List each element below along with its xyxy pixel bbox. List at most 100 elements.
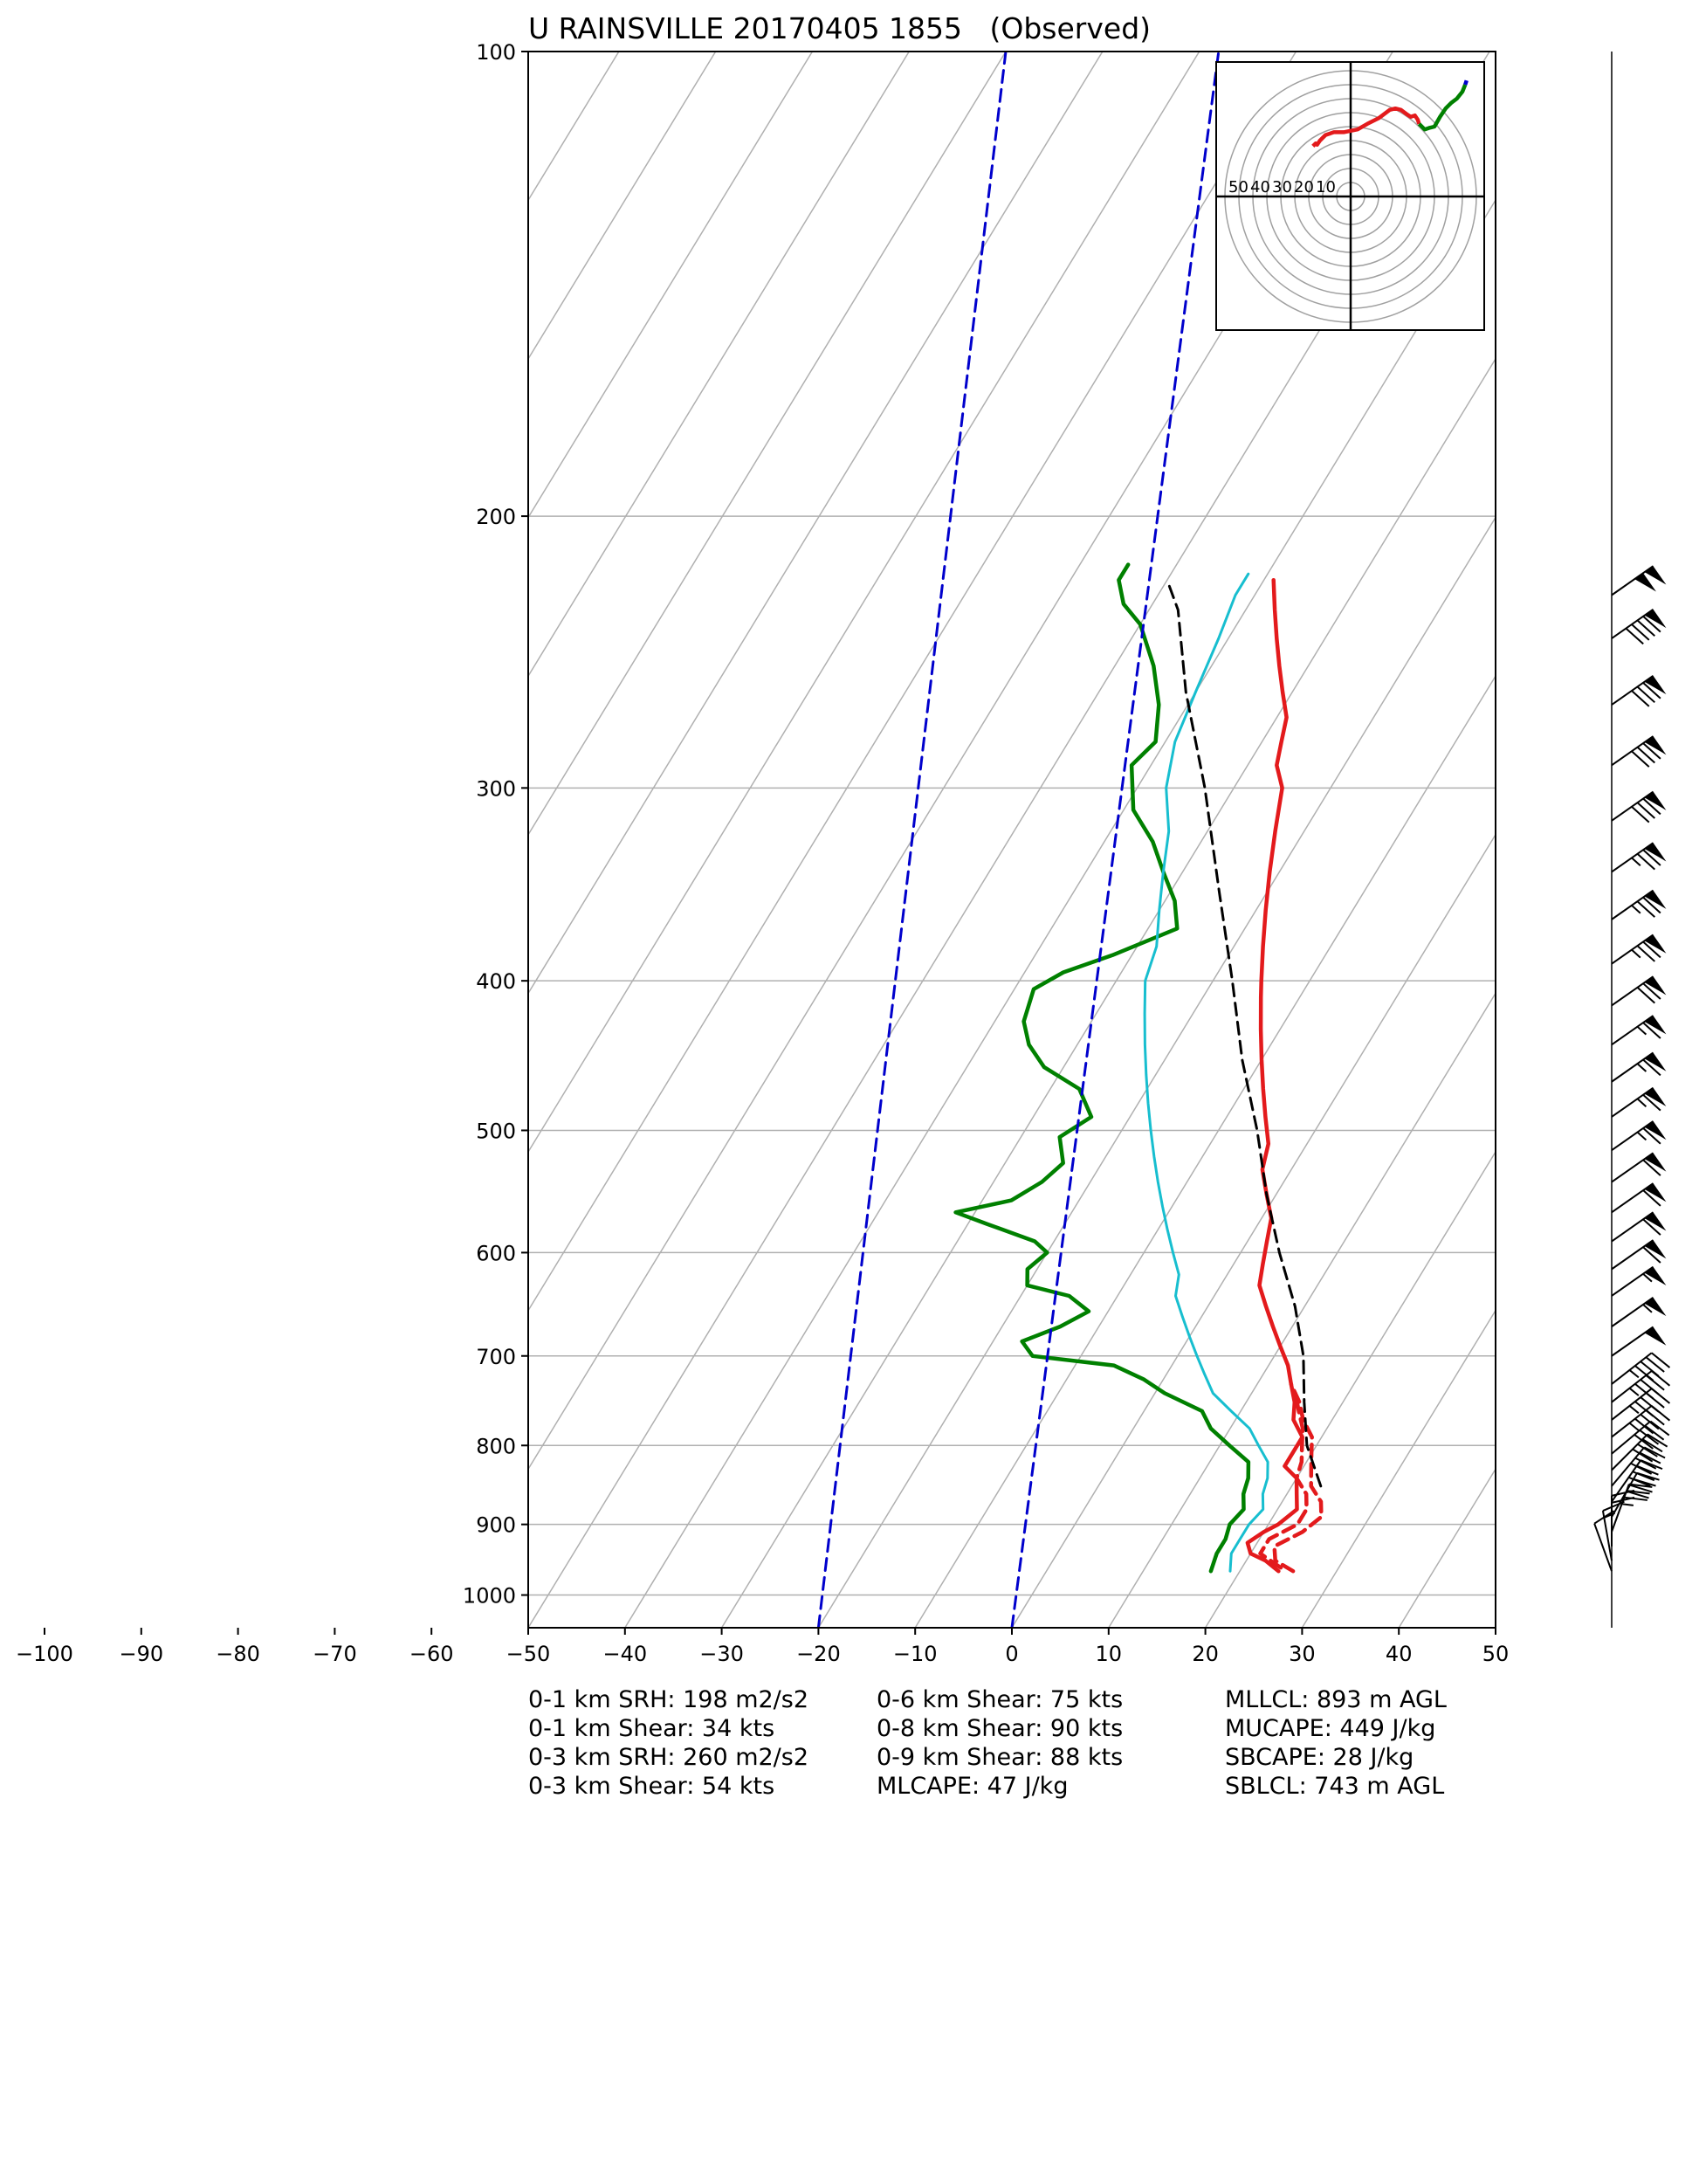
barb-pennant bbox=[1644, 1240, 1667, 1259]
barb-shaft bbox=[1611, 1388, 1653, 1421]
barb-full bbox=[1640, 1379, 1660, 1395]
wind-barb bbox=[1611, 608, 1667, 645]
stat-line: 0-6 km Shear: 75 kts bbox=[877, 1686, 1124, 1713]
hodograph-traces bbox=[1311, 79, 1469, 148]
chart-title: U RAINSVILLE 20170405 1855 (Observed) bbox=[528, 11, 1151, 45]
barb-pennant bbox=[1644, 1326, 1667, 1346]
barb-full bbox=[1634, 1383, 1654, 1400]
hodograph-ring-label: 30 bbox=[1272, 178, 1292, 196]
series-layer bbox=[816, 52, 1324, 1628]
barb-pennant bbox=[1644, 1153, 1667, 1172]
barb-full bbox=[1631, 624, 1650, 641]
barb-full bbox=[1636, 686, 1655, 704]
isotherm-line bbox=[1204, 1150, 1496, 1628]
temperature-tick-label: −90 bbox=[119, 1642, 163, 1666]
barb-shaft bbox=[1611, 1297, 1654, 1327]
wind-barb bbox=[1611, 1051, 1667, 1083]
barb-pennant bbox=[1644, 1266, 1667, 1285]
pressure-tick-label: 900 bbox=[476, 1513, 516, 1538]
barb-shaft bbox=[1601, 1510, 1613, 1561]
barb-shaft bbox=[1611, 1211, 1654, 1243]
temperature-tick-label: −80 bbox=[216, 1642, 260, 1666]
wind-barb bbox=[1611, 1420, 1670, 1455]
barb-full bbox=[1625, 627, 1644, 645]
hodograph-ring-label: 20 bbox=[1294, 178, 1314, 196]
barb-shaft bbox=[1611, 1265, 1654, 1297]
wind-barb bbox=[1611, 565, 1667, 596]
stat-line: 0-3 km Shear: 54 kts bbox=[528, 1773, 775, 1800]
barb-full bbox=[1626, 1490, 1649, 1499]
barb-full bbox=[1634, 1365, 1654, 1381]
stat-line: 0-3 km SRH: 260 m2/s2 bbox=[528, 1744, 809, 1771]
series-temperature bbox=[1245, 577, 1304, 1574]
barb-shaft bbox=[1611, 1370, 1653, 1403]
barb-full bbox=[1636, 853, 1655, 871]
temperature-tick-label: −20 bbox=[796, 1642, 841, 1666]
barb-full bbox=[1636, 746, 1655, 764]
barb-full bbox=[1631, 750, 1650, 768]
isotherm-line bbox=[528, 52, 717, 361]
barb-full bbox=[1639, 1429, 1660, 1445]
barb-pennant bbox=[1634, 573, 1656, 592]
barb-pennant bbox=[1644, 736, 1667, 755]
isotherm-line bbox=[1592, 52, 1699, 1628]
pressure-tick-label: 800 bbox=[476, 1434, 516, 1458]
barb-full bbox=[1628, 1476, 1651, 1487]
barb-full bbox=[1634, 1434, 1654, 1450]
temperature-tick-label: −60 bbox=[409, 1642, 454, 1666]
stat-line: SBCAPE: 28 J/kg bbox=[1225, 1744, 1414, 1771]
temperature-tick-label: 40 bbox=[1386, 1642, 1413, 1666]
series-temperature_dashed bbox=[1272, 1381, 1324, 1574]
barb-full bbox=[1628, 1483, 1653, 1488]
barb-shaft bbox=[1611, 565, 1654, 596]
barb-half bbox=[1628, 1387, 1640, 1396]
temperature-tick-label: −10 bbox=[893, 1642, 938, 1666]
stat-line: 0-1 km SRH: 198 m2/s2 bbox=[528, 1686, 809, 1713]
barb-half bbox=[1631, 948, 1641, 959]
temperature-tick-label: 10 bbox=[1096, 1642, 1123, 1666]
barb-full bbox=[1636, 900, 1655, 918]
temperature-tick-label: 50 bbox=[1482, 1642, 1510, 1666]
barb-full bbox=[1643, 1446, 1666, 1459]
pressure-tick-label: 300 bbox=[476, 776, 516, 801]
barb-full bbox=[1639, 1451, 1661, 1464]
barb-half bbox=[1642, 1304, 1653, 1313]
wind-barb bbox=[1611, 1086, 1667, 1118]
barb-full bbox=[1636, 619, 1655, 637]
barb-half bbox=[1636, 1025, 1647, 1036]
isotherm-line bbox=[528, 52, 1200, 1154]
barb-pennant bbox=[1644, 976, 1667, 996]
stat-line: MLCAPE: 47 J/kg bbox=[877, 1773, 1069, 1800]
barb-pennant bbox=[1644, 1052, 1667, 1071]
barb-full bbox=[1649, 1420, 1670, 1436]
wind-barb-column bbox=[1593, 52, 1671, 1628]
barb-full bbox=[1632, 1471, 1655, 1482]
barb-full bbox=[1644, 1424, 1665, 1441]
barb-pennant bbox=[1644, 934, 1667, 954]
barb-pennant bbox=[1644, 1016, 1667, 1035]
isotherm-line bbox=[1011, 833, 1496, 1628]
barb-shaft bbox=[1611, 1352, 1653, 1385]
pressure-tick-label: 400 bbox=[476, 969, 516, 994]
barb-pennant bbox=[1644, 675, 1667, 695]
barb-shaft bbox=[1593, 1523, 1613, 1572]
barb-half bbox=[1636, 1098, 1647, 1107]
barb-pennant bbox=[1644, 791, 1667, 810]
wind-barb bbox=[1611, 735, 1667, 768]
barb-full bbox=[1630, 1462, 1653, 1475]
barb-full bbox=[1642, 1218, 1661, 1236]
temperature-tick-label: −70 bbox=[313, 1642, 357, 1666]
isotherm-line bbox=[914, 674, 1496, 1628]
barb-full bbox=[1642, 896, 1661, 914]
stat-line: MUCAPE: 449 J/kg bbox=[1225, 1715, 1436, 1742]
wind-barb bbox=[1611, 1297, 1667, 1327]
barb-full bbox=[1642, 940, 1661, 959]
barb-full bbox=[1626, 1490, 1650, 1495]
barb-full bbox=[1641, 1438, 1663, 1453]
barb-full bbox=[1642, 1058, 1661, 1077]
barb-full bbox=[1642, 682, 1661, 699]
barb-half bbox=[1628, 1405, 1640, 1415]
temperature-tick-label: −40 bbox=[602, 1642, 647, 1666]
barb-full bbox=[1634, 1401, 1654, 1417]
wind-barb bbox=[1611, 975, 1667, 1007]
